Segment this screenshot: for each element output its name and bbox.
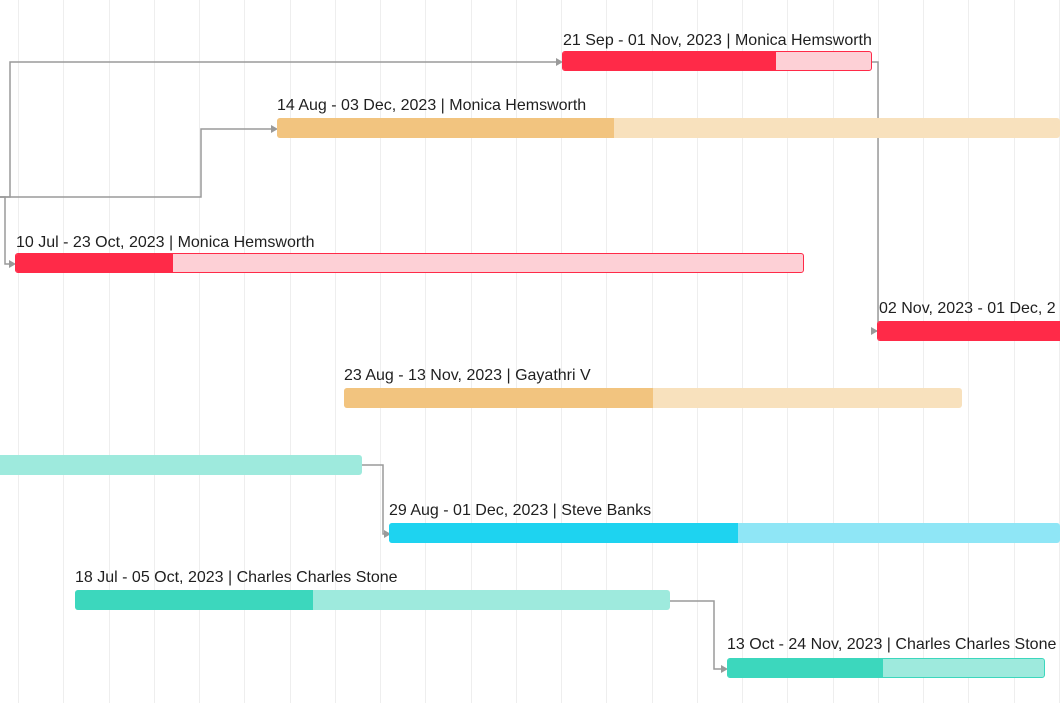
gridline	[109, 0, 110, 703]
gridline	[742, 0, 743, 703]
gridline	[652, 0, 653, 703]
dependency-line	[669, 600, 721, 670]
gridline	[244, 0, 245, 703]
task-label: 23 Aug - 13 Nov, 2023 | Gayathri V	[344, 367, 591, 384]
dependency-line	[361, 464, 384, 535]
task-progress-fill	[563, 52, 776, 70]
task-bar[interactable]	[727, 658, 1045, 678]
task-label: 02 Nov, 2023 - 01 Dec, 2	[879, 300, 1056, 317]
dependency-arrow	[384, 530, 391, 538]
task-progress-fill	[344, 388, 653, 408]
gridline	[787, 0, 788, 703]
task-progress-fill	[75, 590, 313, 610]
gridline	[923, 0, 924, 703]
gridline	[380, 0, 381, 703]
dependency-line	[0, 196, 9, 265]
gridline	[516, 0, 517, 703]
task-progress-fill	[728, 659, 883, 677]
gridline	[968, 0, 969, 703]
task-bar[interactable]	[344, 388, 962, 408]
task-progress-fill	[389, 523, 738, 543]
dependency-arrow	[9, 260, 16, 268]
task-progress-fill	[16, 254, 174, 272]
task-label: 10 Jul - 23 Oct, 2023 | Monica Hemsworth	[16, 234, 315, 251]
dependency-arrow	[556, 58, 563, 66]
gridline	[199, 0, 200, 703]
task-label: 13 Oct - 24 Nov, 2023 | Charles Charles …	[727, 636, 1057, 653]
task-label: 18 Jul - 05 Oct, 2023 | Charles Charles …	[75, 569, 398, 586]
task-label: 14 Aug - 03 Dec, 2023 | Monica Hemsworth	[277, 97, 587, 114]
gridline	[561, 0, 562, 703]
gridline	[878, 0, 879, 703]
task-progress-fill	[277, 118, 614, 138]
task-label: 29 Aug - 01 Dec, 2023 | Steve Banks	[389, 502, 652, 519]
task-bar[interactable]	[15, 253, 804, 273]
gridline	[697, 0, 698, 703]
task-progress-fill	[878, 322, 1060, 340]
gridline	[290, 0, 291, 703]
dependency-arrow	[271, 125, 278, 133]
gridline	[471, 0, 472, 703]
gridline	[335, 0, 336, 703]
gridline	[606, 0, 607, 703]
gridline	[154, 0, 155, 703]
task-bar[interactable]	[562, 51, 872, 71]
task-label: 21 Sep - 01 Nov, 2023 | Monica Hemsworth	[563, 32, 872, 49]
task-bar[interactable]	[877, 321, 1060, 341]
gridline	[425, 0, 426, 703]
task-bar[interactable]	[75, 590, 670, 610]
dependency-arrow	[721, 665, 728, 673]
gridline	[18, 0, 19, 703]
task-bar[interactable]	[0, 455, 362, 475]
task-bar[interactable]	[277, 118, 1060, 138]
gridline	[833, 0, 834, 703]
gridline	[63, 0, 64, 703]
dependency-arrow	[871, 327, 878, 335]
task-bar[interactable]	[389, 523, 1060, 543]
dependency-line	[0, 128, 271, 198]
gridline	[1014, 0, 1015, 703]
dependency-line	[871, 61, 879, 332]
